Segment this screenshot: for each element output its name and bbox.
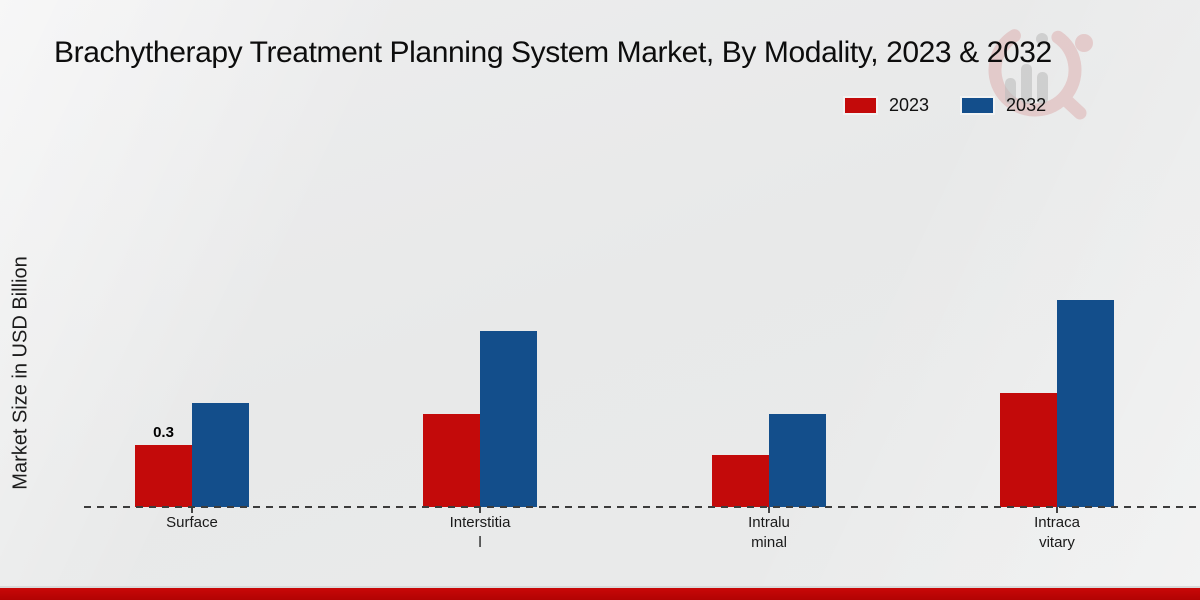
watermark-ring <box>988 24 1093 120</box>
watermark-bars <box>1005 33 1048 104</box>
bar-2032-surface <box>192 403 249 507</box>
bar-2032-interstitial <box>480 331 537 507</box>
legend-swatch-2032 <box>962 98 994 113</box>
footer-separator-line <box>0 586 1200 588</box>
mrf-watermark-logo <box>988 24 1093 120</box>
legend: 2023 2032 <box>845 95 1046 116</box>
chart-title: Brachytherapy Treatment Planning System … <box>54 36 1052 69</box>
bar-2023-intracavitary <box>1000 393 1057 507</box>
x-axis-label-intraluminal: Intralu minal <box>748 514 790 551</box>
x-axis-tick <box>768 507 770 513</box>
x-axis-tick <box>479 507 481 513</box>
x-axis-tick <box>1056 507 1058 513</box>
bar-value-label: 0.3 <box>153 424 174 441</box>
bar-2023-surface <box>135 445 192 507</box>
legend-label: 2032 <box>1006 95 1047 115</box>
x-axis-label-surface: Surface <box>166 514 218 531</box>
legend-label: 2023 <box>889 95 930 115</box>
x-axis-label-intracavitary: Intraca vitary <box>1034 514 1080 551</box>
bar-2023-interstitial <box>423 414 480 507</box>
bar-2032-intraluminal <box>769 414 826 507</box>
legend-swatch-2023 <box>845 98 876 113</box>
x-axis-tick <box>191 507 193 513</box>
bar-2023-intraluminal <box>712 455 769 507</box>
legend-item-2032: 2032 <box>962 95 1046 116</box>
legend-item-2023: 2023 <box>845 95 929 116</box>
footer-accent-bar <box>0 588 1200 600</box>
x-axis-label-interstitial: Interstitia l <box>449 514 511 551</box>
bar-2032-intracavitary <box>1057 300 1114 507</box>
x-axis-baseline <box>84 506 1197 508</box>
